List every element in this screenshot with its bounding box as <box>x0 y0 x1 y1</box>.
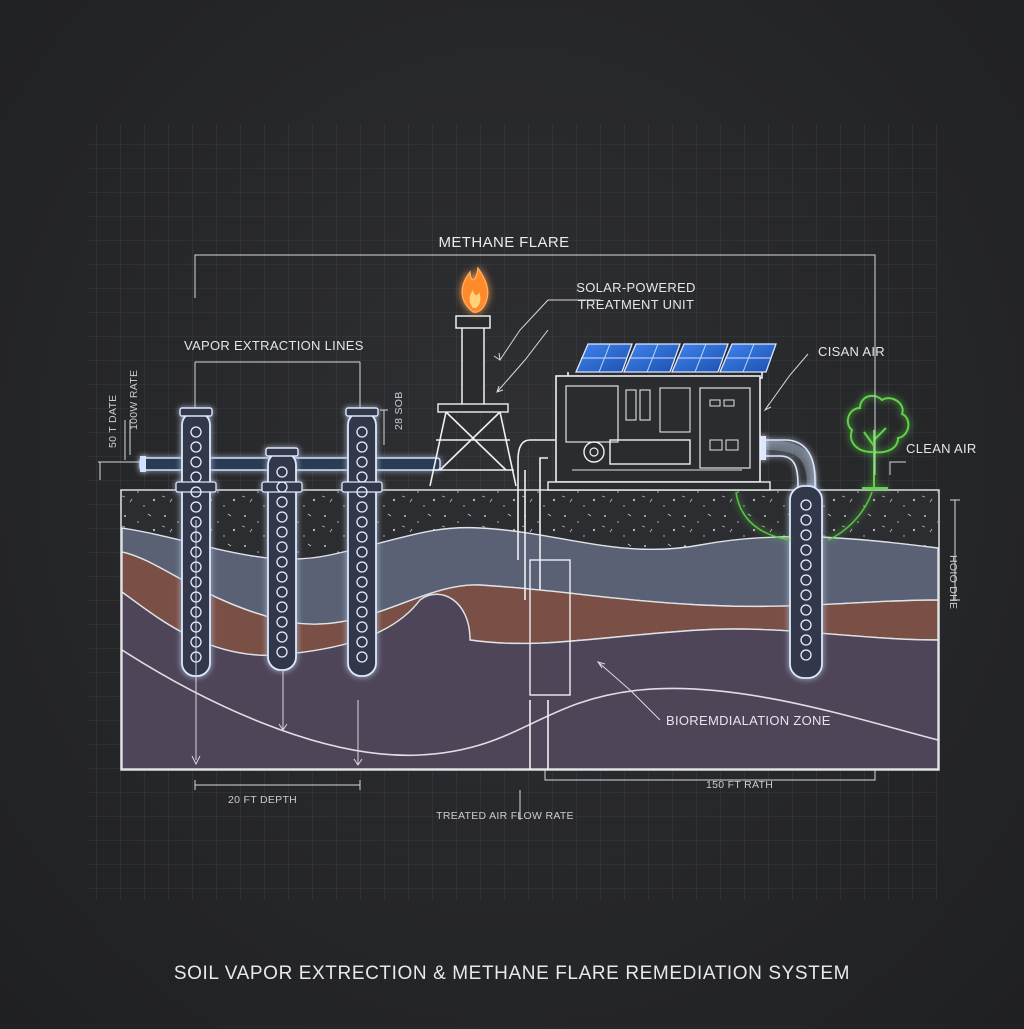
extraction-well-2 <box>261 447 303 671</box>
path-length-label: 150 FT RATH <box>706 779 773 791</box>
solar-unit-label-line2: TREATMENT UNIT <box>578 297 694 312</box>
bioremediation-zone-label: BIOREMDIALATION ZONE <box>666 713 831 728</box>
right-well <box>760 436 823 679</box>
treated-air-flow-label: TREATED AIR FLOW RATE <box>436 810 574 822</box>
cisan-air-label: CISAN AIR <box>818 344 885 359</box>
down-pipe <box>517 439 571 770</box>
solar-panel-2 <box>623 343 681 373</box>
depth-label: 20 FT DEPTH <box>228 794 297 806</box>
solar-panel-1 <box>575 343 633 373</box>
flame-icon <box>461 266 489 313</box>
left-dimension-label-1: 50 T DATE <box>107 395 119 448</box>
methane-flare-label: METHANE FLARE <box>438 234 569 251</box>
extraction-well-3 <box>341 407 383 677</box>
solar-panels <box>575 343 777 373</box>
figure-caption: SOIL VAPOR EXTRECTION & METHANE FLARE RE… <box>174 963 850 984</box>
mid-dimension-label: 28 SOB <box>393 391 405 430</box>
vapor-extraction-lines-label: VAPOR EXTRACTION LINES <box>184 338 364 353</box>
tree-icon <box>735 394 910 541</box>
solar-unit-label-line1: SOLAR-POWERED <box>576 280 695 295</box>
solar-panel-4 <box>719 343 777 373</box>
solar-panel-3 <box>671 343 729 373</box>
dimension-lines <box>98 254 960 820</box>
left-dimension-label-2: 100W RATE <box>128 370 140 430</box>
right-dimension-label: HOIO DHE <box>947 555 959 609</box>
methane-flare-tower <box>429 266 517 487</box>
clean-air-label: CLEAN AIR <box>906 441 977 456</box>
treatment-unit <box>547 343 777 491</box>
extraction-wells <box>175 407 383 677</box>
